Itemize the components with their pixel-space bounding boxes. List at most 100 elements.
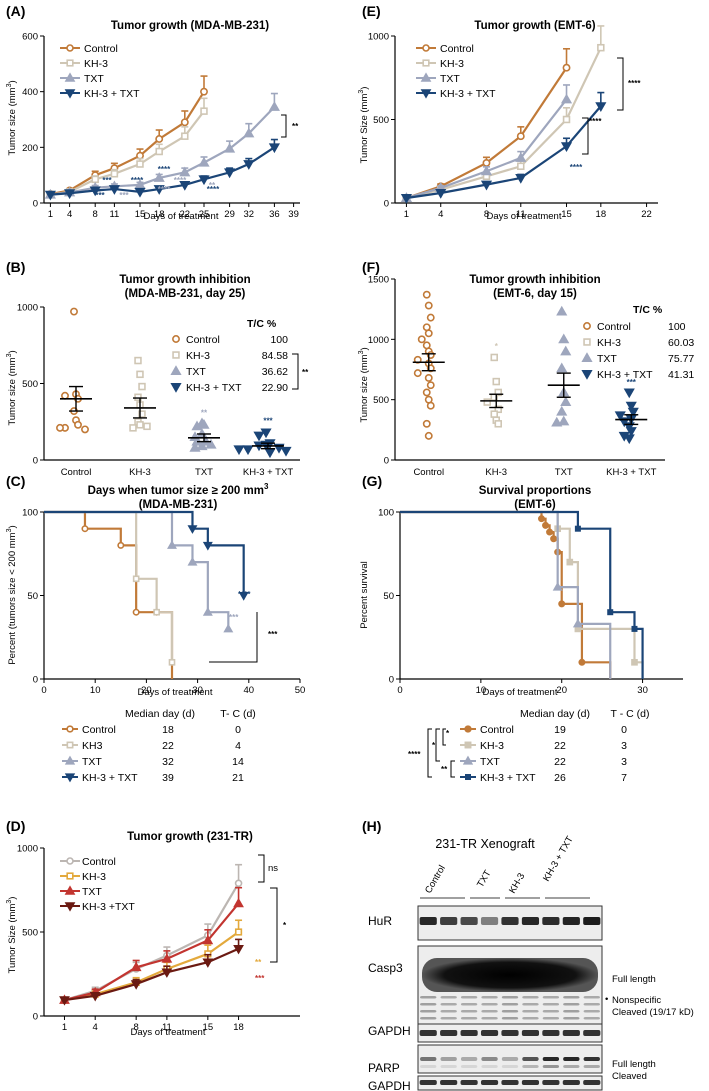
chart-g-title-2: (EMT-6): [514, 499, 556, 511]
chart-f-legend-control: Control: [597, 321, 631, 333]
chart-e-sig-1: ****: [628, 79, 641, 88]
chart-a-series-txt-point: [179, 166, 191, 177]
blot-label-gapdh-2: GAPDH: [368, 1079, 411, 1091]
blot-gapdh2-band: [501, 1080, 519, 1085]
blot-gapdh2-band: [419, 1080, 437, 1085]
chart-f-legend-marker: [583, 322, 591, 330]
chart-d-series-d_kh3-point: [234, 928, 243, 936]
chart-c-series-kh3-point: [153, 608, 160, 616]
blot-gapdh1-band: [440, 1030, 458, 1036]
chart-d-legend-txt: TXT: [82, 886, 102, 898]
chart-f-point: [422, 290, 431, 299]
chart-a-legend-marker: [66, 59, 74, 67]
chart-g-sig-bracket-3: [435, 728, 440, 762]
chart-a-x-tick-label: 8: [93, 209, 98, 220]
chart-e-xlabel: Days of treatment: [487, 211, 562, 222]
chart-a-series-combo-point: [64, 189, 76, 200]
chart-e-series-txt-point: [515, 152, 527, 162]
blot-gapdh1-band: [521, 1030, 540, 1036]
blot-parp-cleaved: Cleaved: [612, 1071, 647, 1082]
blot-label-gapdh-1: GAPDH: [368, 1024, 411, 1038]
chart-e-x-tick-label: 8: [484, 209, 489, 220]
chart-c-legend-marker: [66, 741, 74, 749]
blot-lane-combo: KH-3 + TXT: [541, 834, 576, 883]
chart-g-sig-4: **: [441, 765, 448, 774]
chart-f-tc-control: 100: [668, 321, 686, 333]
chart-c-x-tick-label: 30: [192, 685, 203, 696]
chart-c-table-row-1-tc: 0: [235, 724, 241, 736]
chart-a-series-combo-point: [268, 143, 280, 154]
chart-b-point: [74, 420, 82, 429]
blot-casp3-cleaved-band: [420, 996, 437, 999]
chart-d-series-d_combo-point: [130, 980, 142, 990]
blot-gapdh1-band: [419, 1030, 437, 1036]
chart-a-series-kh3-point: [91, 175, 99, 184]
chart-f-point: [426, 401, 435, 410]
chart-b-category-label: KH-3 + TXT: [243, 467, 293, 478]
chart-f-point: [424, 329, 433, 338]
chart-c-x-tick-label: 0: [41, 685, 46, 696]
chart-f-point: [417, 335, 426, 344]
chart-b-category-label: Control: [61, 467, 92, 478]
blot-casp3-cleaved-band: [440, 996, 457, 999]
chart-f-legend-txt: TXT: [597, 353, 617, 365]
blot-label-parp: PARP: [368, 1061, 400, 1075]
chart-c-table-row-2-name: KH3: [82, 740, 103, 752]
panel-label-c: (C): [6, 473, 25, 489]
blot-casp3-cleaved-band: [563, 1010, 580, 1013]
chart-f-point: [623, 388, 635, 399]
chart-c-title-1: Days when tumor size ≥ 200 mm3: [88, 482, 269, 497]
chart-a-series-combo-point: [224, 168, 236, 179]
chart-g-legend-marker: [464, 741, 472, 749]
chart-b-point: [242, 445, 254, 456]
blot-title: 231-TR Xenograft: [435, 837, 535, 851]
chart-e-series-combo-point: [435, 189, 447, 199]
chart-e-legend-kh3: KH-3: [440, 58, 464, 70]
chart-g-table-row-2-median: 22: [554, 740, 566, 752]
chart-g-sig-bracket-2: [442, 728, 446, 746]
chart-a-series-kh3-point: [136, 160, 144, 168]
chart-g-legend-marker: [462, 755, 474, 765]
chart-f-point: [560, 345, 572, 356]
chart-e-sig-3: ****: [570, 163, 583, 172]
blot-parp-cleaved-band: [563, 1065, 580, 1068]
chart-c-series-kh3-point: [132, 575, 140, 583]
chart-b-point: [143, 422, 151, 431]
chart-d-sig-kh3: **: [255, 958, 262, 967]
blot-casp3-cleaved-band: [460, 996, 478, 999]
chart-b-legend-txt: TXT: [186, 366, 206, 378]
blot-parp-cleaved-band: [583, 1065, 600, 1068]
chart-d-y-tick-label: 1000: [17, 844, 38, 855]
chart-g-series-control-point: [558, 600, 566, 608]
blot-parp-cleaved-band: [522, 1065, 539, 1068]
chart-b-point: [134, 356, 142, 365]
chart-f-category-label: TXT: [555, 467, 573, 478]
chart-b-title-1: Tumor growth inhibition: [119, 274, 250, 286]
chart-a-y-tick-label: 400: [22, 87, 38, 98]
blot-casp3-cleaved-band: [460, 1003, 478, 1006]
chart-e-x-tick-label: 22: [641, 209, 652, 220]
blot-casp3-cleaved-band: [563, 1017, 580, 1020]
chart-c-table-row-4-tc: 21: [232, 772, 244, 784]
blot-casp3-cleaved-band: [542, 1017, 560, 1020]
chart-d-legend-marker: [64, 902, 76, 912]
chart-c-table-row-2-median: 22: [162, 740, 174, 752]
chart-a-series-txt-point: [268, 101, 280, 111]
chart-a-x-tick-label: 22: [180, 209, 191, 220]
chart-f-point: [483, 398, 491, 406]
chart-e-x-tick-label: 18: [596, 209, 607, 220]
chart-f-category-label: Control: [413, 467, 444, 478]
blot-casp3-cleaved-band: [481, 1010, 498, 1013]
chart-b-legend-marker: [170, 365, 182, 375]
chart-c-series-txt-point: [167, 540, 177, 549]
chart-f-legend: T/C % Control KH-3 TXT KH-3 + TXT 100 60…: [597, 304, 694, 381]
chart-b-point: [61, 391, 69, 400]
chart-b-legend-control: Control: [186, 334, 220, 346]
chart-b-y-tick-label: 1000: [17, 303, 38, 314]
chart-f-legend-marker: [583, 338, 591, 346]
chart-e-series-control-point: [516, 132, 525, 141]
blot-gapdh1-band: [460, 1030, 478, 1036]
chart-c-table-row-1-name: Control: [82, 724, 116, 736]
chart-f-point: [422, 388, 431, 397]
